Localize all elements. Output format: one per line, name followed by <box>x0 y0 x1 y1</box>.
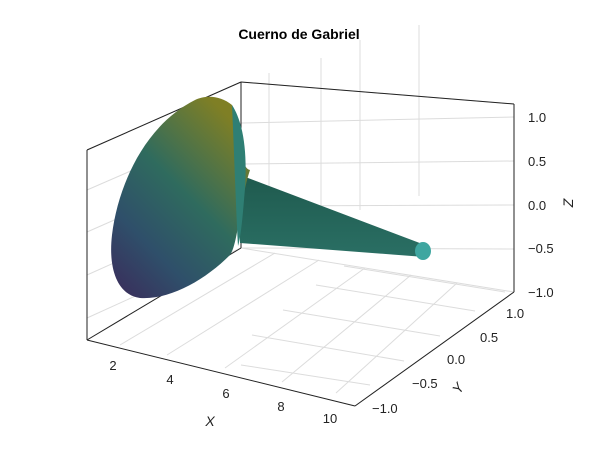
z-tick-label: −0.5 <box>528 241 554 256</box>
z-tick-label: 0.5 <box>528 154 546 169</box>
z-axis-ticks: −1.0 −0.5 0.0 0.5 1.0 <box>528 110 554 300</box>
y-tick-label: 0.0 <box>447 352 465 367</box>
horn-bell-rim <box>232 105 246 246</box>
x-tick-label: 6 <box>222 386 229 401</box>
z-axis-label: Z <box>560 198 576 208</box>
z-tick-label: 1.0 <box>528 110 546 125</box>
horn-bell <box>111 96 250 299</box>
z-tick-label: 0.0 <box>528 198 546 213</box>
x-axis-label: X <box>204 413 215 429</box>
y-tick-label: −1.0 <box>372 401 398 416</box>
x-tick-label: 8 <box>277 399 284 414</box>
x-tick-label: 4 <box>166 372 173 387</box>
z-tick-label: −1.0 <box>528 285 554 300</box>
chart-title: Cuerno de Gabriel <box>238 26 359 42</box>
horn-tube-end <box>415 242 431 260</box>
y-tick-label: 0.5 <box>480 330 498 345</box>
y-axis-ticks: −1.0 −0.5 0.0 0.5 1.0 <box>372 306 524 416</box>
y-axis-label: Y <box>449 378 468 396</box>
horn-tube <box>240 175 429 257</box>
x-axis-ticks: 2 4 6 8 10 <box>109 358 337 426</box>
x-tick-label: 10 <box>323 411 337 426</box>
gabriel-horn-surface <box>111 96 431 299</box>
x-tick-label: 2 <box>109 358 116 373</box>
y-tick-label: −0.5 <box>412 376 438 391</box>
y-tick-label: 1.0 <box>506 306 524 321</box>
